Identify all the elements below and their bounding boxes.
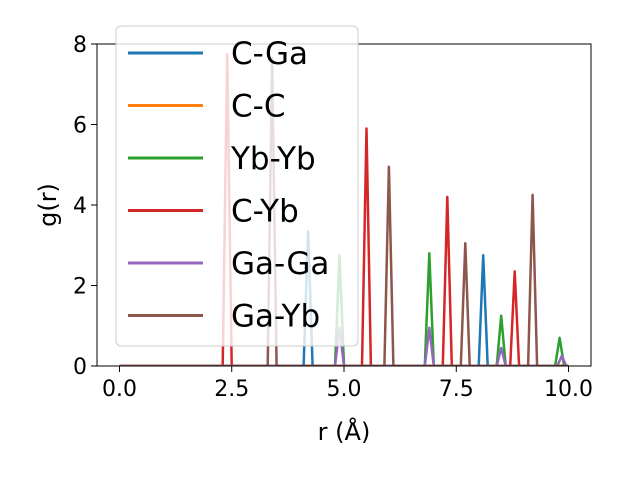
legend: C-Ga C-C Yb-Yb C-Yb Ga-Ga Ga-Yb — [115, 25, 359, 347]
legend-label: Yb-Yb — [230, 141, 316, 177]
legend-label: Ga-Yb — [231, 299, 320, 335]
x-axis-label: r (Å) — [318, 417, 371, 446]
x-tick-label: 10.0 — [544, 377, 593, 402]
x-tick-label: 0.0 — [102, 377, 137, 402]
y-tick-label: 2 — [73, 275, 87, 300]
legend-label: C-C — [231, 89, 285, 125]
x-axis: 0.0 2.5 5.0 7.5 10.0 — [102, 366, 593, 402]
y-tick-label: 8 — [73, 33, 87, 58]
legend-label: Ga-Ga — [231, 246, 329, 282]
y-tick-label: 4 — [73, 194, 87, 219]
y-tick-label: 0 — [73, 355, 87, 380]
y-axis-label: g(r) — [34, 183, 62, 227]
legend-label: C-Ga — [231, 36, 308, 72]
y-tick-label: 6 — [73, 114, 87, 139]
x-tick-label: 5.0 — [327, 377, 362, 402]
x-tick-label: 2.5 — [214, 377, 249, 402]
y-axis: 0 2 4 6 8 — [73, 33, 97, 380]
legend-label: C-Yb — [231, 194, 299, 230]
x-tick-label: 7.5 — [439, 377, 474, 402]
